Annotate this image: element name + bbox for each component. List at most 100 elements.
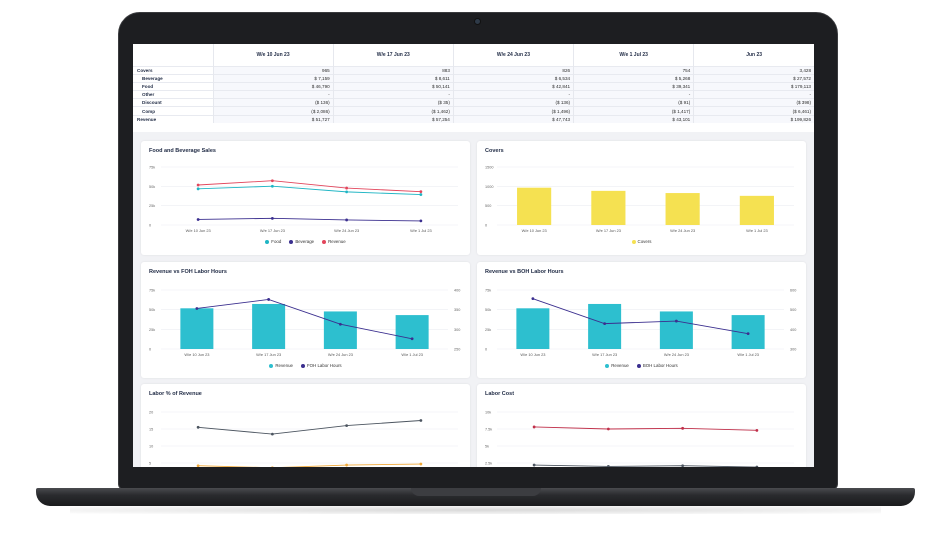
legend-label: Revenue	[611, 363, 629, 368]
y-tick-label: 500	[485, 204, 491, 208]
dashboard-screen: W/e 10 Jun 23 W/e 17 Jun 23 W/e 24 Jun 2…	[133, 44, 814, 467]
table-cell: $ 7,159	[212, 73, 334, 83]
chart-legend: Food Beverage Revenue	[141, 239, 470, 244]
data-point	[755, 428, 759, 432]
legend-item[interactable]: Revenue	[269, 363, 293, 368]
y-tick-label: 0	[485, 348, 487, 352]
table-cell: 965	[212, 65, 334, 75]
table-cell: $ 39,341	[573, 81, 694, 91]
x-tick-label: W/e 24 Jun 23	[334, 228, 359, 233]
y-tick-label: 1500	[485, 166, 493, 170]
table-cell: $ 42,841	[452, 81, 574, 91]
legend-item[interactable]: Revenue	[322, 239, 346, 244]
y-tick-label: 25k	[149, 204, 155, 208]
legend-item[interactable]: FOH Labor Hours	[300, 363, 342, 368]
laptop-base	[36, 488, 915, 506]
row-label: Comp	[133, 106, 213, 116]
chart-legend: Revenue BOH Labor Hours	[477, 363, 806, 368]
data-point	[419, 419, 423, 422]
data-point	[606, 427, 610, 431]
data-point	[345, 218, 349, 222]
chart-title: Labor Cost	[485, 391, 515, 397]
data-point	[419, 219, 423, 223]
chart-covers: Covers 1500 1000 500 0 W/e 10 Jun 23 W/e 17 J…	[477, 141, 806, 255]
data-point	[410, 337, 414, 341]
bar	[516, 308, 550, 349]
legend-swatch-icon	[269, 363, 274, 368]
series-line	[534, 426, 757, 431]
y-tick-label: 5k	[485, 445, 489, 449]
row-label: Beverage	[133, 73, 213, 83]
y-tick-label: 0	[485, 224, 487, 228]
x-tick-label: W/e 17 Jun 23	[256, 352, 281, 357]
y2-tick-label: 250	[454, 348, 460, 352]
y-tick-label: 20	[149, 411, 153, 415]
chart-title: Revenue vs BOH Labor Hours	[485, 269, 564, 275]
table-cell: ($ 1,496)	[452, 106, 574, 116]
y-tick-label: 2.5k	[485, 462, 492, 466]
series-line	[198, 180, 421, 193]
bar	[665, 193, 700, 225]
y-tick-label: 25k	[149, 328, 155, 332]
x-tick-label: W/e 1 Jul 23	[401, 352, 423, 357]
y2-tick-label: 300	[790, 348, 796, 352]
data-point	[419, 193, 423, 196]
legend-swatch-icon	[636, 363, 641, 368]
data-point	[345, 186, 349, 190]
x-tick-label: W/e 10 Jun 23	[186, 228, 211, 233]
table-cell: $ 5,268	[573, 73, 694, 83]
data-point	[419, 462, 423, 466]
series-line	[198, 420, 421, 435]
x-tick-label: W/e 24 Jun 23	[328, 352, 353, 357]
y2-tick-label: 300	[454, 328, 460, 332]
legend-label: FOH Labor Hours	[306, 363, 342, 368]
chart-revenue-vs-boh: Revenue vs BOH Labor Hours 75k 50k 25k 0 600…	[477, 262, 806, 378]
legend-label: Food	[271, 239, 282, 244]
x-tick-label: W/e 10 Jun 23	[184, 352, 209, 357]
x-tick-label: W/e 10 Jun 23	[520, 352, 545, 357]
legend-label: Covers	[637, 239, 652, 244]
chart-svg: 75k 50k 25k 0 400 350 300 250 W/e 10 Jun 23 W/e 1…	[149, 289, 460, 358]
data-point	[270, 432, 274, 436]
table-cell: ($ 2,086)	[212, 106, 334, 116]
y-tick-label: 75k	[485, 289, 491, 293]
legend-label: Revenue	[275, 363, 293, 368]
bar	[323, 311, 357, 349]
series-line	[198, 217, 421, 222]
legend-label: Beverage	[295, 239, 315, 244]
data-point	[345, 463, 349, 467]
data-point	[603, 322, 607, 326]
table-row: Other - - - - -	[133, 90, 814, 99]
legend-item[interactable]: Revenue	[605, 363, 629, 368]
chart-legend: Covers	[477, 239, 806, 244]
table-cell: $ 46,790	[212, 81, 334, 91]
x-tick-label: W/e 24 Jun 23	[664, 352, 689, 357]
legend-item[interactable]: BOH Labor Hours	[636, 363, 678, 368]
y2-tick-label: 350	[454, 308, 460, 312]
data-point	[196, 218, 200, 221]
row-label: Other	[133, 90, 213, 99]
legend-item[interactable]: Covers	[631, 239, 652, 244]
data-point	[338, 322, 342, 326]
table-cell: ($ 136)	[212, 98, 334, 107]
chart-svg: 75k 50k 25k 0 600 500 400 300 W/e 10 Jun 23 W/e 1…	[485, 289, 796, 358]
series-line	[196, 298, 413, 340]
data-point	[196, 464, 200, 467]
table-cell: 826	[452, 65, 574, 75]
table-row: Comp ($ 2,086) ($ 1,462) ($ 1,496) ($ 1,417)…	[133, 106, 814, 116]
bar	[180, 308, 214, 349]
camera-icon	[475, 19, 480, 24]
legend-item[interactable]: Beverage	[289, 239, 314, 244]
data-point	[674, 319, 678, 323]
x-tick-label: W/e 17 Jun 23	[260, 228, 285, 233]
legend-item[interactable]: Food	[265, 239, 281, 244]
x-tick-label: W/e 24 Jun 23	[670, 228, 695, 233]
data-point	[531, 297, 535, 301]
data-point	[196, 183, 200, 187]
chart-title: Food and Beverage Sales	[149, 148, 216, 154]
data-point	[755, 465, 759, 467]
data-point	[606, 465, 610, 467]
series-line	[198, 463, 421, 467]
table-cell: $ 8,611	[332, 73, 454, 83]
table-cell: 754	[573, 65, 694, 75]
